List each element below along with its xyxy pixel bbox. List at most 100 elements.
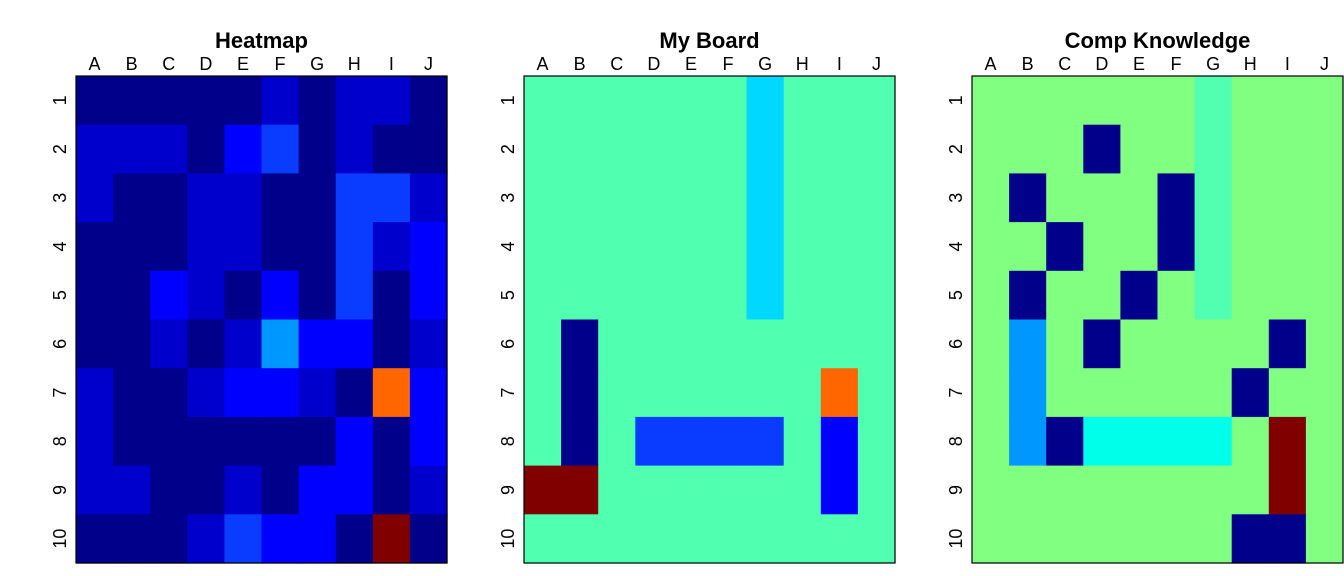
heatmap-cell	[113, 222, 151, 272]
heatmap-cell	[76, 465, 114, 515]
heatmap-cell	[1009, 173, 1047, 223]
heatmap-cell	[76, 173, 114, 223]
heatmap-cell	[709, 368, 748, 418]
heatmap-cell	[1268, 465, 1307, 515]
heatmap-cell	[972, 222, 1010, 272]
heatmap-cell	[409, 222, 448, 272]
heatmap-cell	[1305, 76, 1344, 126]
heatmap-cell	[972, 319, 1010, 369]
heatmap-cell	[1194, 465, 1233, 515]
heatmap-cell	[1305, 270, 1344, 321]
row-tick-label: 9	[498, 485, 518, 495]
heatmap-cell	[335, 124, 374, 174]
heatmap-cell	[820, 76, 859, 126]
heatmap-cell	[1009, 76, 1047, 126]
row-tick-label: 1	[50, 95, 70, 105]
heatmap-cell	[561, 124, 599, 174]
heatmap-cell	[372, 465, 411, 515]
heatmap-cell	[409, 76, 448, 126]
heatmap-cell	[1046, 465, 1084, 515]
heatmap-cell	[372, 222, 411, 272]
heatmap-cell	[1268, 76, 1307, 126]
heatmap-cell	[1194, 514, 1233, 564]
heatmap-cell	[598, 124, 636, 174]
heatmap-cell	[1231, 76, 1270, 126]
heatmap-cell	[598, 319, 636, 369]
heatmap-cell	[372, 368, 411, 418]
heatmap-cell	[1120, 514, 1159, 564]
heatmap-cell	[224, 173, 263, 223]
heatmap-cell	[1305, 416, 1344, 467]
heatmap-cell	[972, 368, 1010, 418]
heatmap-cell	[261, 368, 300, 418]
heatmap-cell	[746, 270, 785, 321]
heatmap-cell	[1231, 514, 1270, 564]
heatmap-cell	[857, 416, 896, 467]
chart-title: Heatmap	[215, 28, 308, 53]
heatmap-cell	[857, 76, 896, 126]
heatmap-cell	[335, 514, 374, 564]
heatmap-cell	[1157, 222, 1196, 272]
heatmap-cell	[783, 465, 822, 515]
heatmap-cell	[372, 173, 411, 223]
heatmap-cell	[1083, 124, 1121, 174]
row-tick-label: 10	[50, 529, 70, 549]
heatmap-cell	[598, 270, 636, 321]
heatmap-cell	[187, 222, 225, 272]
column-tick-label: G	[310, 54, 324, 74]
column-tick-label: F	[723, 54, 734, 74]
heatmap-cell	[1305, 124, 1344, 174]
heatmap-cell	[857, 270, 896, 321]
heatmap-cell	[224, 465, 263, 515]
heatmap-cell	[113, 514, 151, 564]
heatmap-cell	[113, 124, 151, 174]
heatmap-cell	[672, 76, 711, 126]
heatmap-cell	[972, 416, 1010, 467]
heatmap-cell	[1194, 222, 1233, 272]
heatmap-cell	[298, 173, 337, 223]
heatmap-cell	[1231, 124, 1270, 174]
heatmap-cell	[224, 124, 263, 174]
heatmap-cell	[372, 319, 411, 369]
heatmap-cell	[709, 270, 748, 321]
heatmap-cell	[672, 514, 711, 564]
heatmap-cell	[1009, 416, 1047, 467]
heatmap-cell	[1194, 416, 1233, 467]
heatmap-cell	[187, 368, 225, 418]
heatmap-cell	[1268, 368, 1307, 418]
heatmap-cell	[1157, 76, 1196, 126]
heatmap-cell	[1083, 222, 1121, 272]
heatmap-cell	[335, 222, 374, 272]
row-tick-label: 2	[498, 144, 518, 154]
heatmap-cell	[1194, 368, 1233, 418]
row-tick-label: 8	[946, 436, 966, 446]
row-tick-label: 5	[498, 290, 518, 300]
row-tick-label: 7	[50, 388, 70, 398]
heatmap-cell	[1268, 173, 1307, 223]
heatmap-cell	[298, 124, 337, 174]
chart-title: My Board	[659, 28, 759, 53]
plot-border	[971, 75, 1344, 564]
heatmap-cell	[598, 76, 636, 126]
heatmap-cell	[187, 173, 225, 223]
heatmap-cell	[820, 222, 859, 272]
heatmap-cell	[113, 368, 151, 418]
heatmap-cell	[113, 76, 151, 126]
heatmap-cell	[672, 368, 711, 418]
heatmap-cell	[1231, 416, 1270, 467]
heatmap-cell	[372, 514, 411, 564]
heatmap-cell	[1046, 222, 1084, 272]
heatmap-cell	[1046, 270, 1084, 321]
heatmap-cell	[1083, 465, 1121, 515]
heatmap-cell	[672, 124, 711, 174]
heatmap-cell	[1009, 222, 1047, 272]
heatmap-cell	[783, 270, 822, 321]
heatmap-cell	[1194, 124, 1233, 174]
heatmap-cell	[783, 514, 822, 564]
heatmap-cell	[635, 270, 673, 321]
heatmap-cell	[224, 514, 263, 564]
heatmap-cell	[857, 514, 896, 564]
heatmap-cell	[972, 76, 1010, 126]
heatmap-cell	[709, 76, 748, 126]
heatmap-cell	[298, 270, 337, 321]
